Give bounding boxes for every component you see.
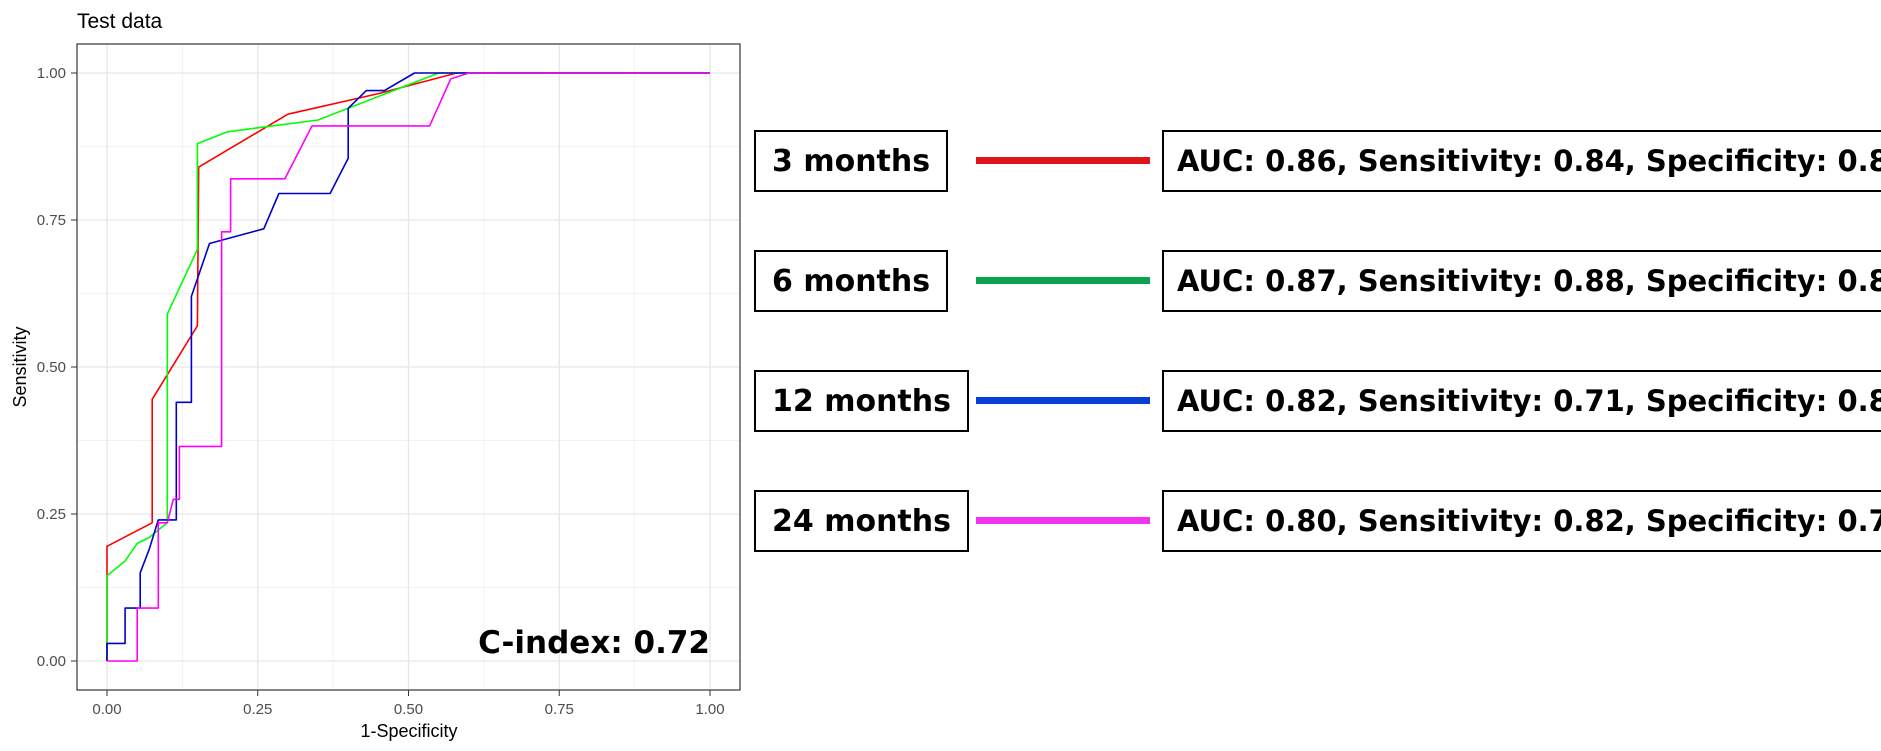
- legend-row-6-months: 6 months AUC: 0.87, Sensitivity: 0.88, S…: [754, 250, 1881, 312]
- legend-row-12-months: 12 months AUC: 0.82, Sensitivity: 0.71, …: [754, 370, 1881, 432]
- legend-label: 6 months: [754, 250, 949, 312]
- y-axis-label: Sensitivity: [10, 326, 30, 407]
- legend-stats: AUC: 0.82, Sensitivity: 0.71, Specificit…: [1162, 370, 1881, 432]
- legend-swatch-red: [976, 157, 1150, 164]
- legend-stats: AUC: 0.80, Sensitivity: 0.82, Specificit…: [1162, 490, 1881, 552]
- x-tick-label: 0.75: [545, 701, 574, 718]
- x-tick-label: 0.00: [92, 701, 121, 718]
- x-tick-label: 0.50: [394, 701, 423, 718]
- y-tick-label: 0.50: [37, 359, 66, 376]
- y-tick-label: 0.25: [37, 506, 66, 523]
- grid-lines: [78, 45, 739, 689]
- axis-ticks: 0.00 0.00 0.25 0.25 0.50 0.50 0.75 0.75 1.00 1.00: [37, 65, 725, 718]
- x-axis-label: 1-Specificity: [360, 721, 457, 741]
- chart-title: Test data: [77, 10, 163, 33]
- legend-swatch-green: [976, 277, 1150, 284]
- legend-row-24-months: 24 months AUC: 0.80, Sensitivity: 0.82, …: [754, 490, 1881, 552]
- legend-swatch-magenta: [976, 517, 1150, 524]
- legend-label: 3 months: [754, 130, 949, 192]
- roc-curve-12-months: [106, 72, 710, 661]
- legend-stats: AUC: 0.86, Sensitivity: 0.84, Specificit…: [1162, 130, 1881, 192]
- roc-curve-24-months: [107, 72, 710, 662]
- legend-label: 24 months: [754, 490, 969, 552]
- c-index-annotation: C-index: 0.72: [478, 625, 710, 661]
- legend-label: 12 months: [754, 370, 969, 432]
- x-tick-label: 0.25: [243, 701, 272, 718]
- legend-swatch-blue: [976, 397, 1150, 404]
- y-tick-label: 0.00: [37, 653, 66, 670]
- legend-stats: AUC: 0.87, Sensitivity: 0.88, Specificit…: [1162, 250, 1881, 312]
- roc-curves: [106, 72, 710, 662]
- y-tick-label: 0.75: [37, 212, 66, 229]
- legend-row-3-months: 3 months AUC: 0.86, Sensitivity: 0.84, S…: [754, 130, 1881, 192]
- roc-curve-6-months: [106, 72, 710, 661]
- y-tick-label: 1.00: [37, 65, 66, 82]
- x-tick-label: 1.00: [695, 701, 724, 718]
